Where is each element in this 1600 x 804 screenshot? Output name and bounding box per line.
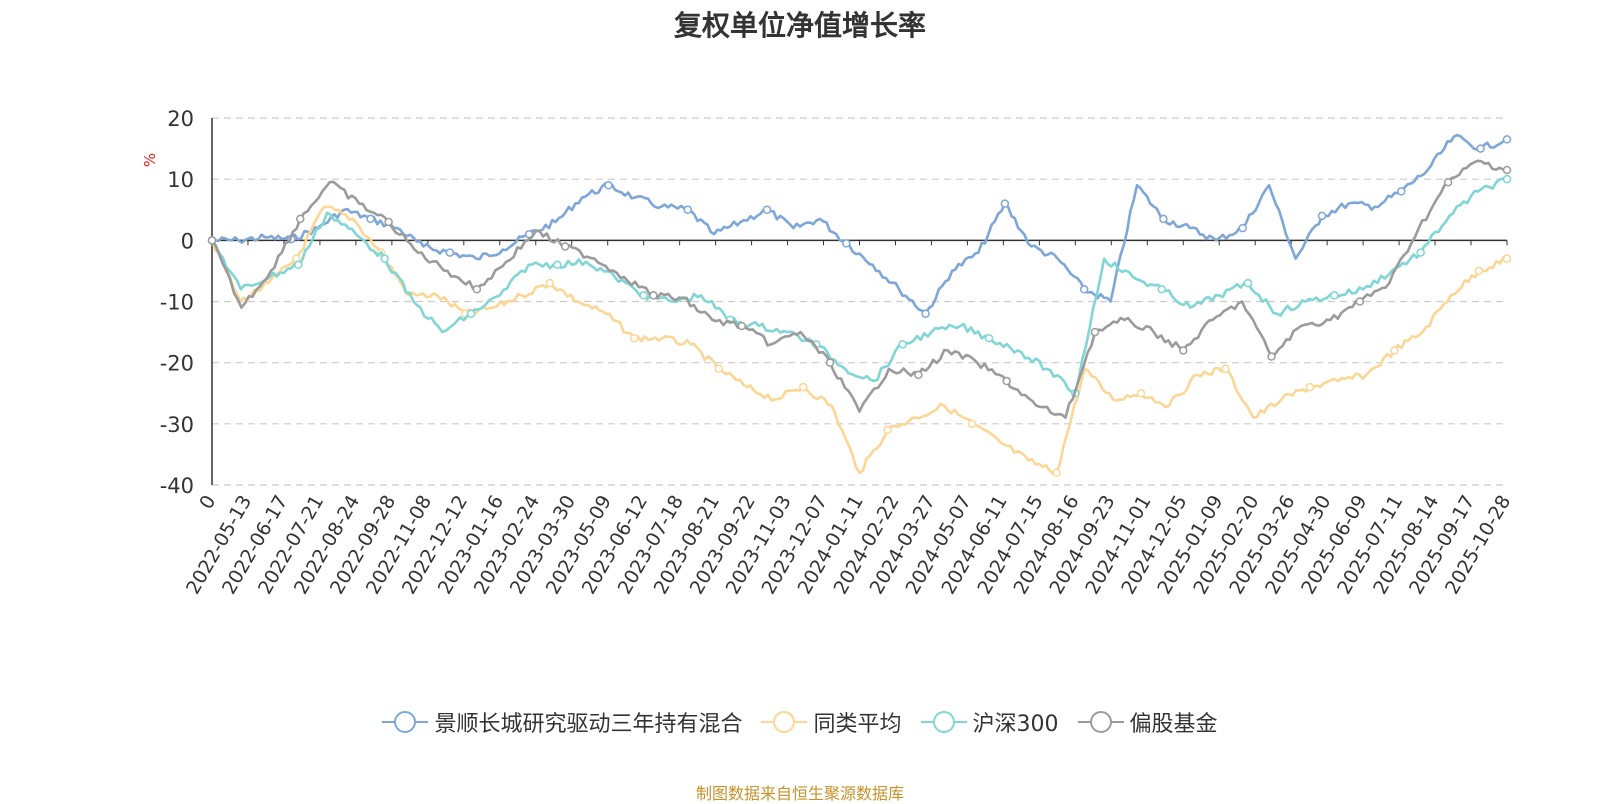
series-2-point-last[interactable] xyxy=(1502,174,1512,184)
series-2-point-33[interactable] xyxy=(1157,285,1166,294)
y-tick-label-0: 20 xyxy=(167,107,194,131)
series-2-point-42[interactable] xyxy=(1416,248,1425,257)
series-1-point-last[interactable] xyxy=(1502,254,1512,263)
series-0-point-48[interactable] xyxy=(1476,144,1485,153)
series-0-point-30[interactable] xyxy=(1000,199,1010,208)
series-1-point-18[interactable] xyxy=(714,364,723,374)
series-1-point-27[interactable] xyxy=(967,419,977,429)
series-line-0[interactable] xyxy=(212,133,1508,315)
series-0-point-6[interactable] xyxy=(366,214,375,224)
y-tick-label-3: -10 xyxy=(160,291,194,315)
series-2-point-15[interactable] xyxy=(639,291,648,300)
legend-label-csi300: 沪深300 xyxy=(972,712,1059,737)
series-2-point-3[interactable] xyxy=(294,260,303,270)
series-line-1[interactable] xyxy=(210,205,1508,475)
y-tick-label-5: -30 xyxy=(160,413,194,437)
series-0-point-18[interactable] xyxy=(683,205,692,214)
y-tick-label-1: 10 xyxy=(167,168,194,192)
legend-item-fund[interactable]: 景顺长城研究驱动三年持有混合 xyxy=(382,706,742,738)
series-0-point-27[interactable] xyxy=(921,309,930,318)
series-3-point-3[interactable] xyxy=(296,214,305,224)
legend-item-peer-average[interactable]: 同类平均 xyxy=(761,706,902,738)
y-axis-unit-label: % xyxy=(141,153,159,167)
x-tick-label-0: 0 xyxy=(195,492,220,513)
series-1-point-42[interactable] xyxy=(1390,346,1399,355)
series-0-point-45[interactable] xyxy=(1397,187,1406,196)
series-0-point-15[interactable] xyxy=(604,181,613,190)
series-3-point-39[interactable] xyxy=(1355,297,1365,306)
legend-label-peer-average: 同类平均 xyxy=(813,712,902,737)
series-1-point-36[interactable] xyxy=(1221,364,1230,374)
series-0-point-last[interactable] xyxy=(1502,135,1512,144)
series-1-point-30[interactable] xyxy=(1052,468,1061,478)
series-2-point-9[interactable] xyxy=(466,309,476,318)
series-2-point-39[interactable] xyxy=(1330,291,1339,300)
series-1-point-39[interactable] xyxy=(1305,382,1315,392)
y-tick-label-4: -20 xyxy=(160,352,194,376)
series-0-point-42[interactable] xyxy=(1317,211,1327,221)
series-3-point-last[interactable] xyxy=(1502,165,1512,175)
series-1-point-12[interactable] xyxy=(545,278,555,288)
legend-label-equity-fund: 偏股基金 xyxy=(1129,712,1218,737)
series-0-point-24[interactable] xyxy=(842,239,851,248)
series-1-point-45[interactable] xyxy=(1474,266,1484,276)
series-3-point-15[interactable] xyxy=(649,291,658,300)
series-3-point-18[interactable] xyxy=(737,321,747,331)
series-0-point-9[interactable] xyxy=(445,248,455,257)
series-line-3[interactable] xyxy=(210,159,1508,419)
series-line-2[interactable] xyxy=(210,177,1508,395)
series-3-point-42[interactable] xyxy=(1443,177,1453,187)
series-0-point-33[interactable] xyxy=(1079,285,1089,294)
data-source-note: 制图数据来自恒生聚源数据库 xyxy=(695,784,904,803)
series-2-point-6[interactable] xyxy=(380,254,389,263)
series-1-point-33[interactable] xyxy=(1136,389,1146,398)
series-0-point-21[interactable] xyxy=(762,205,772,214)
series-3-point-6[interactable] xyxy=(384,217,393,227)
series-3-point-21[interactable] xyxy=(825,358,835,367)
series-3-point-36[interactable] xyxy=(1267,352,1276,361)
series-1-point-15[interactable] xyxy=(630,333,639,343)
y-tick-label-2: 0 xyxy=(181,229,194,253)
series-1-point-21[interactable] xyxy=(798,382,808,392)
series-3-point-27[interactable] xyxy=(1002,376,1011,386)
series-0-point-39[interactable] xyxy=(1238,223,1247,233)
series-2-point-27[interactable] xyxy=(984,333,994,343)
series-3-point-12[interactable] xyxy=(560,242,570,251)
series-3-point-33[interactable] xyxy=(1179,346,1188,355)
series-1-point-24[interactable] xyxy=(883,425,892,435)
series-3-point-9[interactable] xyxy=(472,285,482,294)
legend-item-csi300[interactable]: 沪深300 xyxy=(920,706,1059,738)
series-2-point-24[interactable] xyxy=(898,340,907,349)
series-2-point-36[interactable] xyxy=(1243,278,1253,288)
series-3-point-0[interactable] xyxy=(207,236,217,245)
legend: 景顺长城研究驱动三年持有混合 同类平均 沪深300 偏股基金 xyxy=(0,706,1600,740)
series-0-point-36[interactable] xyxy=(1159,214,1168,224)
legend-item-equity-fund[interactable]: 偏股基金 xyxy=(1077,706,1218,738)
y-tick-label-6: -40 xyxy=(160,474,194,498)
chart-title: 复权单位净值增长率 xyxy=(673,9,926,42)
series-3-point-24[interactable] xyxy=(914,370,923,380)
series-2-point-12[interactable] xyxy=(553,260,562,270)
legend-label-fund: 景顺长城研究驱动三年持有混合 xyxy=(434,712,743,737)
series-3-point-30[interactable] xyxy=(1090,327,1100,337)
